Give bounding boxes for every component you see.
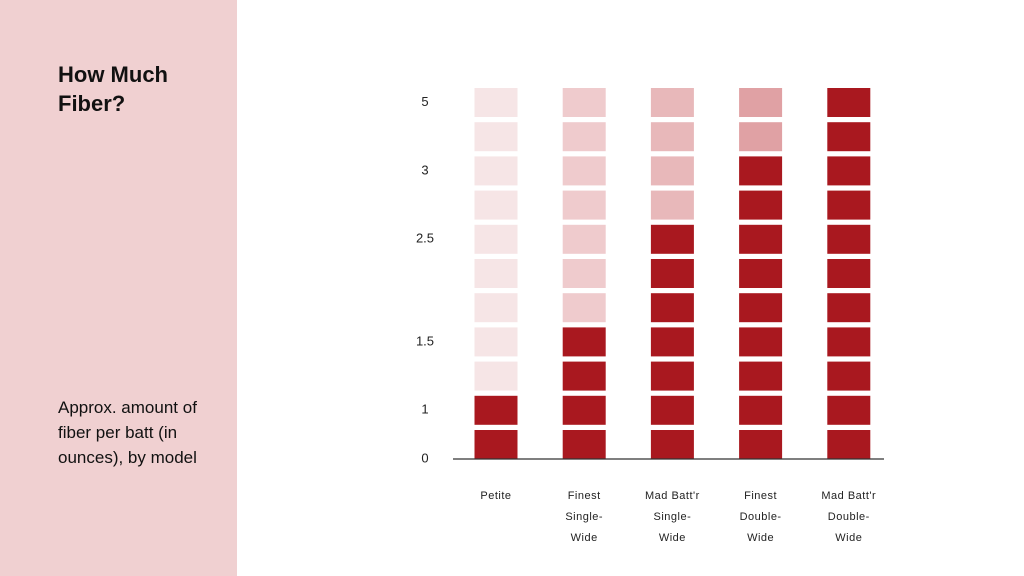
filled-block: [827, 395, 871, 425]
filled-block: [827, 361, 871, 391]
filled-block: [739, 430, 783, 459]
filled-block: [650, 293, 694, 323]
x-tick-label: Mad Batt'r Single-Wide: [644, 490, 700, 544]
filled-block: [739, 190, 783, 220]
filled-block: [739, 259, 783, 288]
filled-block: [650, 361, 694, 391]
filled-block: [562, 327, 606, 357]
filled-block: [650, 395, 694, 425]
empty-block: [474, 122, 518, 152]
filled-block: [650, 259, 694, 288]
x-tick-label: Petite: [480, 490, 512, 502]
y-tick-label: 5: [421, 94, 428, 109]
empty-block: [650, 122, 694, 152]
empty-block: [739, 88, 783, 117]
side-panel: [0, 0, 237, 576]
title: How Much Fiber?: [58, 62, 168, 116]
filled-block: [650, 430, 694, 459]
y-tick-label: 3: [421, 162, 428, 177]
filled-block: [739, 156, 783, 186]
filled-block: [739, 361, 783, 391]
empty-block: [650, 190, 694, 220]
filled-block: [827, 293, 871, 323]
empty-block: [739, 122, 783, 152]
filled-block: [739, 224, 783, 254]
empty-block: [650, 88, 694, 117]
x-tick-label: Finest Single-Wide: [565, 490, 604, 544]
empty-block: [562, 293, 606, 323]
empty-block: [562, 156, 606, 186]
empty-block: [474, 259, 518, 288]
filled-block: [562, 395, 606, 425]
filled-block: [739, 293, 783, 323]
filled-block: [650, 327, 694, 357]
filled-block: [562, 430, 606, 459]
y-tick-label: 1: [421, 402, 428, 417]
filled-block: [474, 430, 518, 459]
filled-block: [827, 122, 871, 152]
y-tick-label: 1.5: [416, 333, 434, 348]
filled-block: [827, 88, 871, 117]
empty-block: [650, 156, 694, 186]
empty-block: [562, 88, 606, 117]
empty-block: [562, 259, 606, 288]
filled-block: [650, 224, 694, 254]
x-tick-label: Mad Batt'r Double-Wide: [821, 490, 877, 544]
filled-block: [827, 156, 871, 186]
y-tick-label: 0: [421, 450, 428, 465]
empty-block: [562, 224, 606, 254]
filled-block: [827, 259, 871, 288]
filled-block: [827, 224, 871, 254]
filled-block: [562, 361, 606, 391]
filled-block: [827, 327, 871, 357]
subtitle: Approx. amount of fiber per batt (in oun…: [58, 398, 197, 467]
filled-block: [739, 395, 783, 425]
filled-block: [827, 190, 871, 220]
empty-block: [474, 156, 518, 186]
empty-block: [562, 190, 606, 220]
empty-block: [474, 224, 518, 254]
x-tick-label: Finest Double-Wide: [739, 490, 782, 544]
empty-block: [474, 361, 518, 391]
empty-block: [562, 122, 606, 152]
filled-block: [827, 430, 871, 459]
empty-block: [474, 293, 518, 323]
y-tick-label: 2.5: [416, 231, 434, 246]
filled-block: [739, 327, 783, 357]
empty-block: [474, 88, 518, 117]
empty-block: [474, 327, 518, 357]
filled-block: [474, 395, 518, 425]
empty-block: [474, 190, 518, 220]
